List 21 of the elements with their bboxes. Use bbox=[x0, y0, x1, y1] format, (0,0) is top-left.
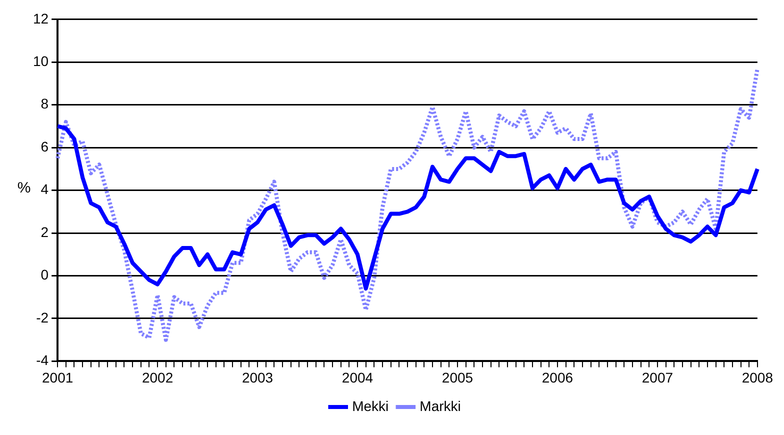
y-tick-label: 2 bbox=[40, 224, 49, 240]
legend-label: Mekki bbox=[352, 398, 389, 414]
x-tick-label: 2002 bbox=[142, 369, 174, 386]
y-tick-label: 12 bbox=[32, 10, 49, 26]
line-series bbox=[56, 66, 760, 342]
y-tick-label: 4 bbox=[40, 181, 49, 198]
x-tick-label: 2006 bbox=[542, 369, 574, 386]
y-tick-label: 8 bbox=[40, 96, 49, 112]
x-tick-label: 2008 bbox=[742, 369, 774, 386]
y-tick-label: -2 bbox=[36, 309, 49, 326]
y-axis-title: % bbox=[17, 179, 31, 196]
x-tick-label: 2004 bbox=[342, 369, 374, 386]
x-tick-label: 2003 bbox=[242, 369, 274, 386]
x-tick-label: 2007 bbox=[642, 369, 674, 386]
y-tick-label: 10 bbox=[32, 52, 49, 69]
y-tick-label: 6 bbox=[40, 138, 49, 154]
y-tick-label: 0 bbox=[40, 266, 49, 283]
y-tick-label: -4 bbox=[36, 352, 49, 368]
x-tick-label: 2005 bbox=[442, 369, 474, 386]
x-tick-label: 2001 bbox=[42, 369, 74, 386]
legend-label: Markki bbox=[420, 398, 461, 414]
